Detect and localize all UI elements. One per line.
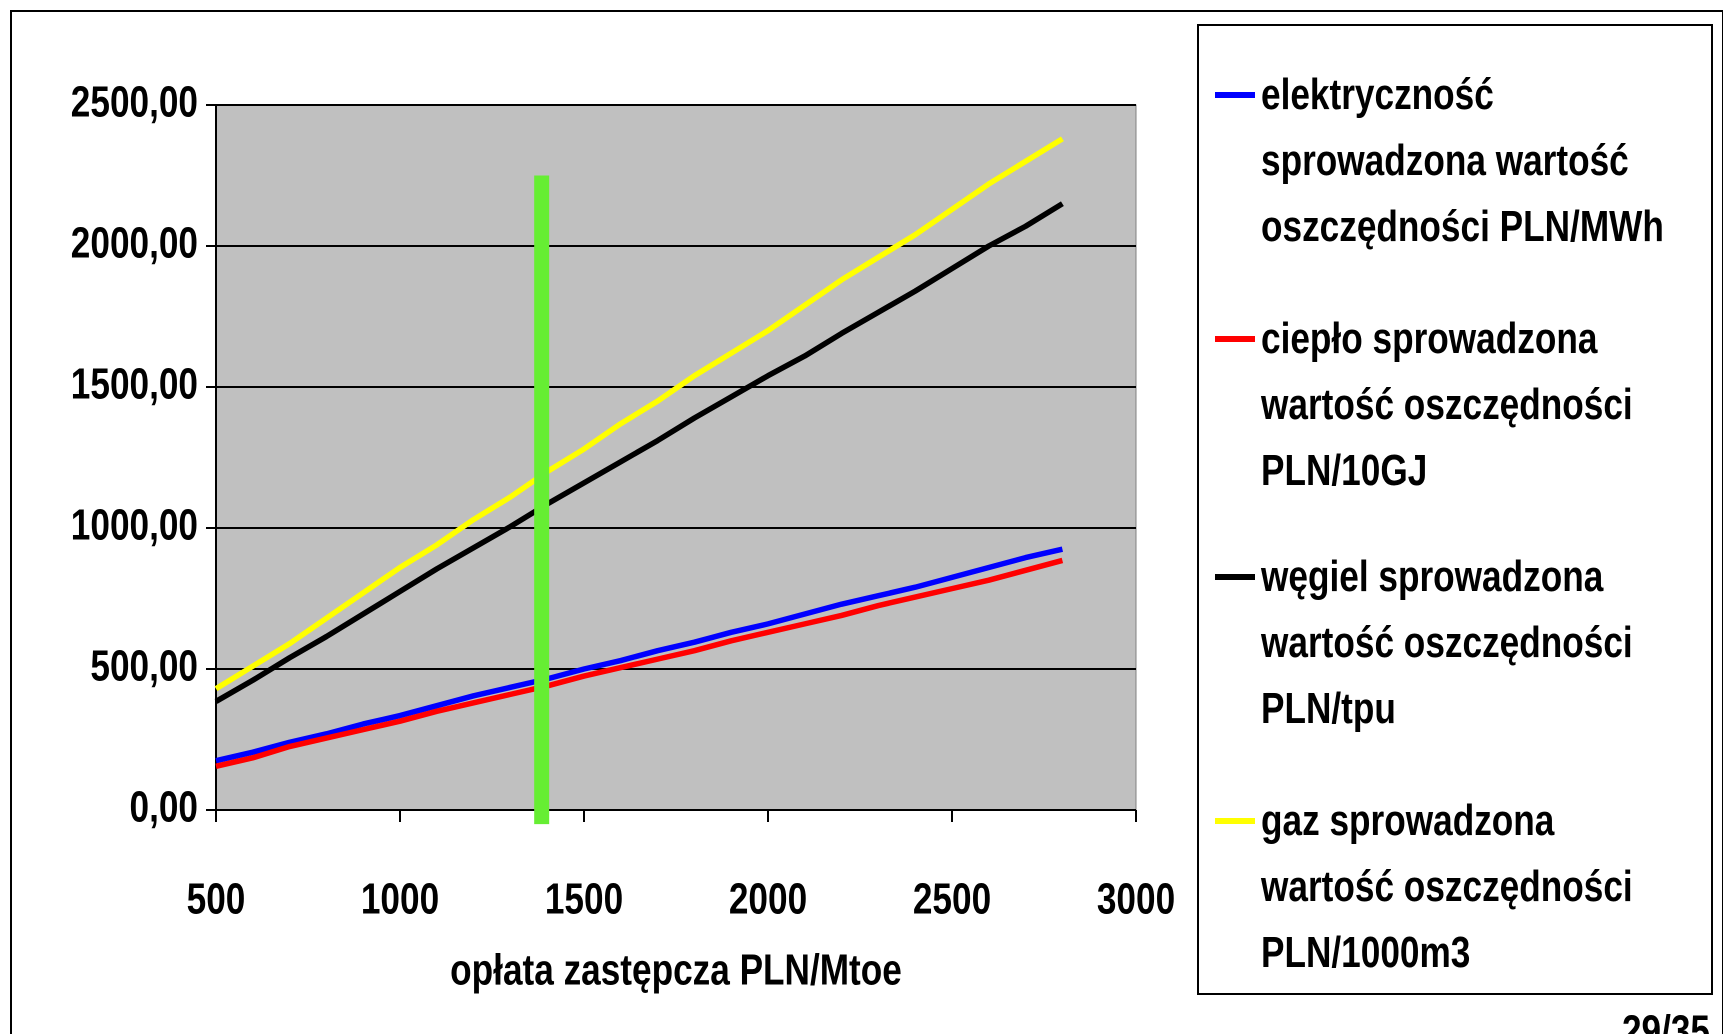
y-tick-label: 2500,00	[71, 78, 198, 127]
x-tick-label: 1000	[361, 875, 439, 924]
legend-swatch	[1215, 92, 1255, 98]
legend-label: gaz sprowadzona wartość oszczędności PLN…	[1261, 796, 1633, 977]
y-tick-label: 500,00	[90, 642, 198, 691]
legend-swatch	[1215, 818, 1255, 824]
y-tick-label: 2000,00	[71, 219, 198, 268]
x-tick-label: 3000	[1097, 875, 1175, 924]
series-line	[215, 546, 1064, 764]
plot-area	[215, 104, 1137, 811]
series-line	[214, 201, 1064, 704]
y-tick-label: 1000,00	[71, 501, 198, 550]
legend: elektryczność sprowadzona wartość oszczę…	[1197, 24, 1713, 995]
y-tick-label: 0,00	[130, 783, 198, 832]
x-tick-label: 2500	[913, 875, 991, 924]
frame	[10, 10, 1723, 1034]
page-number: 29/35	[1622, 1007, 1710, 1034]
x-tick-label: 500	[187, 875, 246, 924]
x-axis-title: opłata zastępcza PLN/Mtoe	[450, 946, 902, 995]
x-tick-label: 1500	[545, 875, 623, 924]
series-line	[214, 136, 1064, 692]
legend-swatch	[1215, 336, 1255, 342]
series-line	[215, 557, 1064, 769]
legend-label: ciepło sprowadzona wartość oszczędności …	[1261, 314, 1633, 495]
legend-label: węgiel sprowadzona wartość oszczędności …	[1261, 552, 1633, 733]
x-tick-label: 2000	[729, 875, 807, 924]
legend-label: elektryczność sprowadzona wartość oszczę…	[1261, 70, 1664, 251]
y-tick-label: 1500,00	[71, 360, 198, 409]
legend-swatch	[1215, 574, 1255, 580]
